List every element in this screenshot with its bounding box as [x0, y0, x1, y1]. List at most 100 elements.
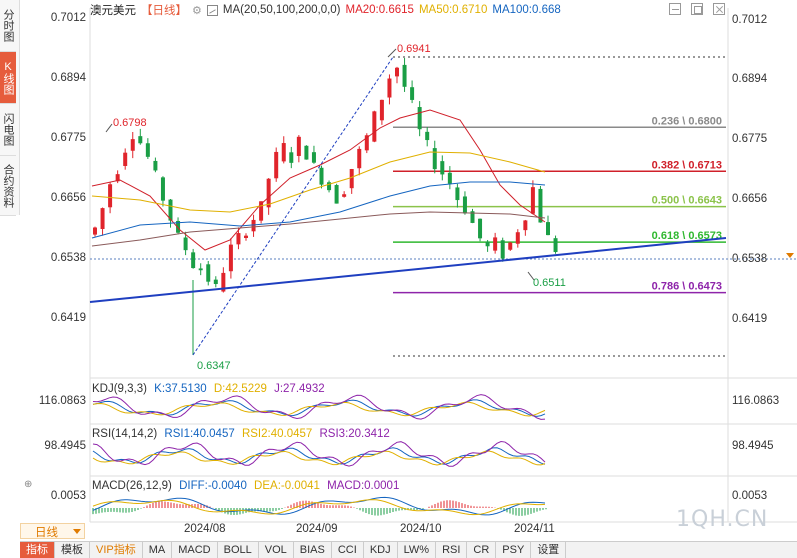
- indicator-tab[interactable]: VOL: [259, 542, 294, 558]
- macd-dea-line: [92, 499, 546, 516]
- macd-expand-icon[interactable]: ⊕: [24, 479, 33, 490]
- ma50-value: MA50:0.6710: [418, 4, 488, 16]
- label-pointer: [105, 123, 113, 133]
- tab-kline[interactable]: K线图: [0, 52, 16, 104]
- current-price-marker-icon: [786, 253, 794, 258]
- candle-body: [478, 218, 483, 239]
- candle-body: [228, 244, 233, 272]
- ma20-value: MA20:0.6615: [345, 4, 414, 16]
- candle-body: [93, 227, 97, 235]
- candle-body: [244, 235, 248, 238]
- candle-body: [168, 199, 173, 221]
- tab-flash[interactable]: 闪电图: [0, 104, 16, 156]
- candle-body: [311, 152, 316, 163]
- candle-body: [349, 169, 354, 189]
- maximize-icon[interactable]: [691, 3, 703, 15]
- y-tick-left: 0.6419: [50, 312, 86, 324]
- candle-body: [304, 145, 309, 160]
- candle-body: [213, 279, 218, 285]
- support-trendline: [89, 237, 727, 303]
- y-tick-left: 0.6538: [50, 252, 86, 264]
- candle-body: [500, 240, 505, 259]
- date-axis: 2024/08 2024/09 2024/10 2024/11: [20, 523, 730, 537]
- indicator-tab[interactable]: PSY: [496, 542, 532, 558]
- y-tick-right: 0.6775: [732, 133, 768, 145]
- candle-body: [183, 237, 188, 251]
- candle-body: [379, 99, 384, 121]
- tab-timeshare[interactable]: 分时图: [0, 0, 16, 52]
- rsi-2: RSI2:40.0457: [241, 428, 313, 440]
- candle-body: [402, 64, 407, 87]
- y-tick-right: 0.7012: [732, 14, 768, 26]
- period-select[interactable]: 日线: [20, 523, 85, 539]
- price-label: 0.6798: [113, 117, 147, 129]
- candle-body: [334, 185, 339, 204]
- candle-body: [138, 136, 143, 144]
- date-tick: 2024/08: [184, 523, 226, 535]
- indicator-tab[interactable]: CCI: [332, 542, 364, 558]
- close-icon[interactable]: [713, 3, 725, 15]
- fib-level-label: 0.236 \ 0.6800: [652, 115, 722, 127]
- price-label: 0.6941: [397, 43, 431, 55]
- indicator-tab[interactable]: RSI: [436, 542, 468, 558]
- macd-title[interactable]: MACD(26,12,9): [92, 480, 172, 492]
- macd-diff-line: [92, 496, 546, 516]
- minimize-icon[interactable]: [669, 3, 681, 15]
- indicator-tab[interactable]: VIP指标: [90, 542, 143, 558]
- candle-body: [160, 177, 165, 201]
- indicator-tab[interactable]: MA: [143, 542, 173, 558]
- candle-body: [176, 220, 181, 233]
- indicator-tab[interactable]: 指标: [20, 542, 55, 558]
- fib-level-label: 0.382 \ 0.6713: [652, 159, 722, 171]
- candle-body: [281, 143, 286, 162]
- candle-body: [259, 201, 264, 221]
- candle-body: [455, 187, 460, 201]
- indicator-tab[interactable]: LW%: [398, 542, 437, 558]
- y-tick-right: 0.6419: [732, 313, 768, 325]
- ma-indicator-icon[interactable]: [206, 4, 218, 16]
- indicator-tab[interactable]: CR: [467, 542, 497, 558]
- chart-header: 澳元美元 【日线】 ⚙ MA(20,50,100,200,0,0) MA20:0…: [90, 2, 561, 18]
- ma20-line: [91, 109, 546, 251]
- left-tabs: 分时图 K线图 闪电图 合约资料: [0, 0, 20, 216]
- macd-value: MACD:0.0001: [327, 480, 400, 492]
- kdj-k-line: [92, 399, 546, 417]
- candle-body: [100, 208, 105, 230]
- indicator-tab[interactable]: KDJ: [364, 542, 398, 558]
- kdj-k: K:37.5130: [154, 383, 207, 395]
- fib-level-label: 0.618 \ 0.6573: [652, 230, 722, 242]
- settings-gear-icon[interactable]: ⚙: [192, 4, 202, 17]
- indicator-tab[interactable]: 模板: [55, 542, 90, 558]
- candle-body: [546, 222, 550, 236]
- kdj-d: D:42.5229: [213, 383, 267, 395]
- candle-body: [530, 187, 535, 214]
- macd-axis-right: 0.0053: [732, 490, 768, 502]
- ma100-line: [91, 181, 546, 239]
- fib-level-label: 0.786 \ 0.6473: [652, 281, 722, 293]
- indicator-tab[interactable]: BOLL: [218, 542, 259, 558]
- date-tick: 2024/10: [400, 523, 442, 535]
- ma-params[interactable]: MA(20,50,100,200,0,0): [222, 4, 341, 16]
- tab-contract-info[interactable]: 合约资料: [0, 156, 16, 216]
- candle-body: [221, 272, 226, 292]
- indicator-tab[interactable]: 设置: [531, 542, 567, 558]
- indicator-tab[interactable]: MACD: [172, 542, 218, 558]
- ma100-value: MA100:0.668: [492, 4, 561, 16]
- kdj-title[interactable]: KDJ(9,3,3): [92, 383, 147, 395]
- candle-body: [470, 211, 475, 223]
- candle-body: [198, 268, 203, 271]
- indicator-tab[interactable]: BIAS: [294, 542, 332, 558]
- candle-body: [274, 151, 279, 179]
- label-pointer: [527, 271, 535, 281]
- candle-body: [357, 148, 362, 169]
- rsi-title[interactable]: RSI(14,14,2): [92, 428, 158, 440]
- label-pointer: [387, 48, 397, 58]
- candle-body: [364, 135, 369, 151]
- candle-body: [289, 152, 294, 163]
- y-tick-left: 0.7012: [50, 12, 86, 24]
- fib-anchor-line: [192, 56, 394, 356]
- period-label[interactable]: 【日线】: [141, 5, 187, 17]
- kdj-j: J:27.4932: [274, 383, 325, 395]
